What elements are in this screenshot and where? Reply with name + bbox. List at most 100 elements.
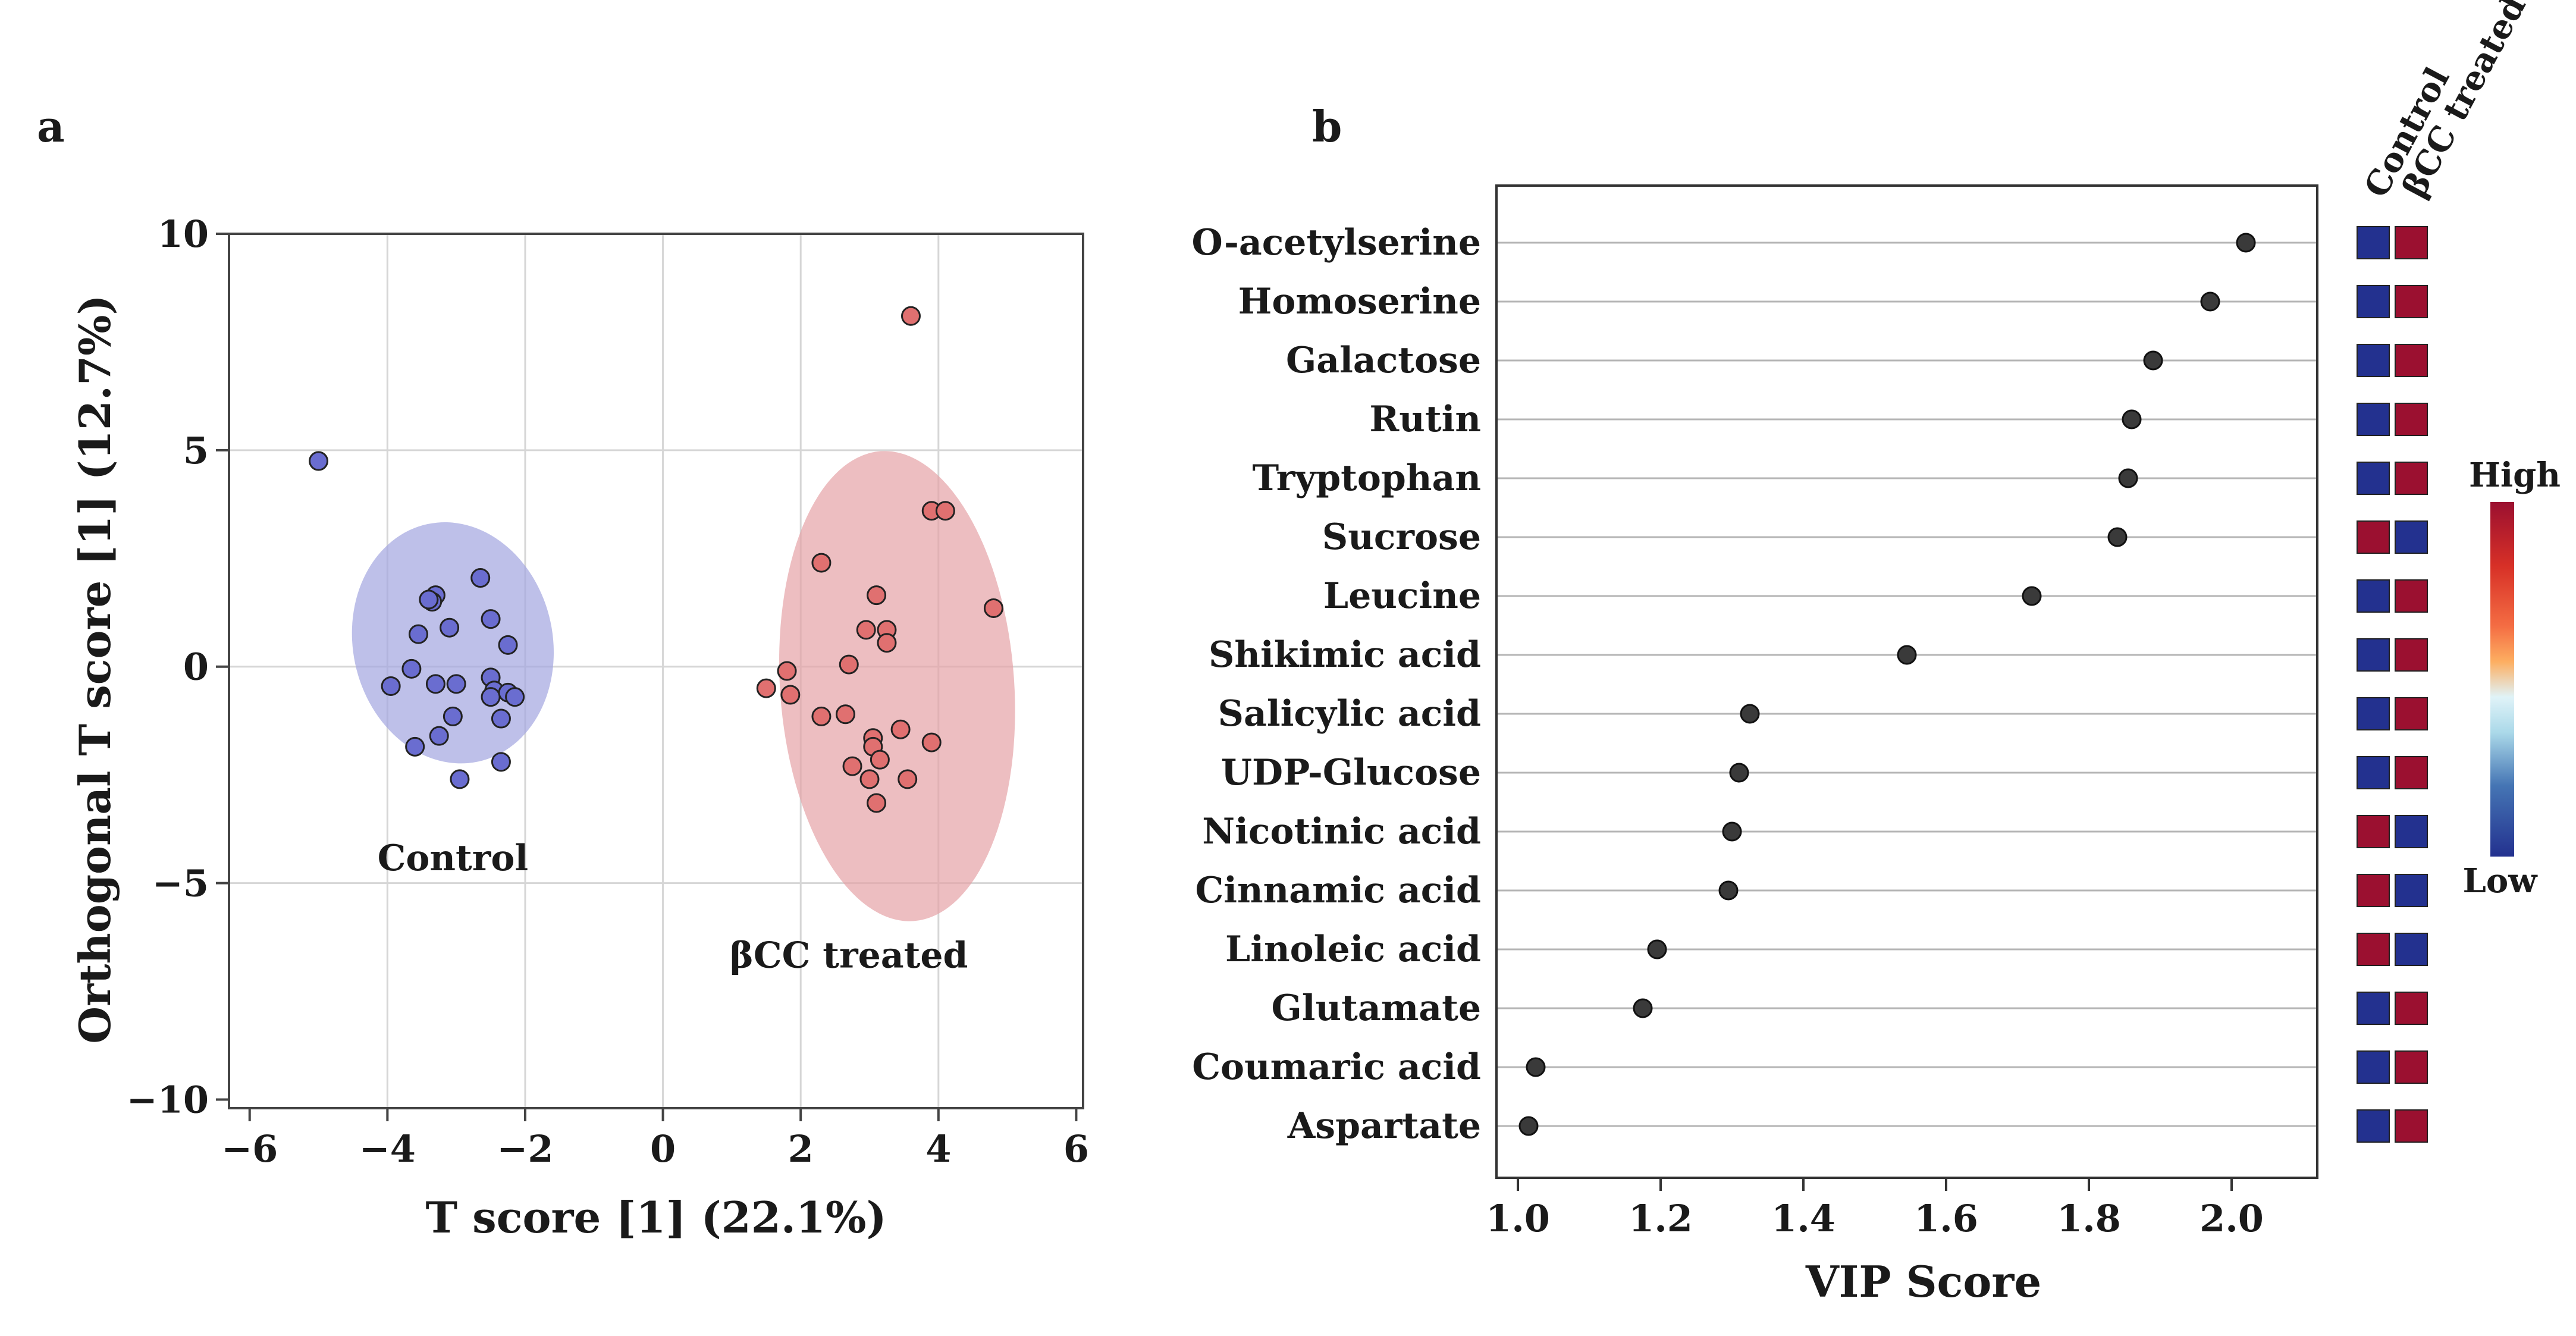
vip-plot-frame <box>1495 184 2318 1179</box>
metabolite-label: Galactose <box>1286 340 1481 381</box>
vip-point-cinnamic-acid <box>1718 880 1739 901</box>
metabolite-label: Salicylic acid <box>1218 693 1481 735</box>
vip-x-tick-label: 1.2 <box>1629 1197 1693 1240</box>
cc-treated-point <box>935 501 955 521</box>
heat-cell-cc-treated-cinnamic-acid <box>2395 874 2428 907</box>
metabolite-label: Homoserine <box>1238 281 1481 322</box>
vip-guide-lines <box>1496 242 2317 1127</box>
panel-b-letter: b <box>1312 101 1342 152</box>
cc-treated-point <box>983 598 1003 618</box>
heat-cell-cc-treated-o-acetylserine <box>2395 226 2428 259</box>
metabolite-label: Sucrose <box>1322 516 1481 558</box>
vip-point-aspartate <box>1518 1116 1539 1136</box>
heatmap-cells <box>2357 226 2428 1143</box>
heat-cell-cc-treated-coumaric-acid <box>2395 1050 2428 1084</box>
y-tick-label: −10 <box>127 1078 209 1121</box>
vip-ticks: 1.0 1.2 1.4 1.6 1.8 2.0 <box>1486 1178 2264 1240</box>
vip-point-nicotinic-acid <box>1722 821 1742 842</box>
heat-cell-control-sucrose <box>2357 520 2390 554</box>
control-point <box>446 674 466 694</box>
heat-cell-control-cinnamic-acid <box>2357 874 2390 907</box>
y-tick-label: 5 <box>183 429 209 472</box>
cc-treated-point <box>835 704 855 725</box>
metabolite-label: Tryptophan <box>1252 457 1481 499</box>
control-point <box>443 706 463 726</box>
control-point <box>491 752 511 772</box>
control-point <box>481 687 501 707</box>
x-tick-label: 4 <box>925 1127 951 1171</box>
cc-treated-point <box>856 620 876 640</box>
vip-point-linoleic-acid <box>1647 939 1667 959</box>
heat-cell-cc-treated-udp-glucose <box>2395 756 2428 789</box>
cc-treated-point <box>811 553 832 573</box>
y-tick-label: −5 <box>152 862 209 905</box>
heat-cell-control-leucine <box>2357 579 2390 613</box>
heat-cell-cc-treated-rutin <box>2395 403 2428 436</box>
y-tick-label: 10 <box>158 212 209 256</box>
metabolite-label: Rutin <box>1369 399 1481 440</box>
heat-cell-cc-treated-nicotinic-acid <box>2395 815 2428 848</box>
vip-x-tick-label: 2.0 <box>2200 1197 2264 1240</box>
heat-cell-control-salicylic-acid <box>2357 697 2390 730</box>
control-point <box>429 726 449 746</box>
x-tick-label: −6 <box>221 1127 278 1171</box>
heat-cell-control-glutamate <box>2357 992 2390 1025</box>
cc-treated-point <box>870 749 890 770</box>
heat-cell-cc-treated-tryptophan <box>2395 462 2428 495</box>
control-point <box>381 676 401 696</box>
vip-point-sucrose <box>2107 527 2128 547</box>
scatter-x-axis-title: T score [1] (22.1%) <box>425 1192 886 1243</box>
heat-cell-cc-treated-sucrose <box>2395 520 2428 554</box>
vip-point-o-acetylserine <box>2236 233 2256 253</box>
heat-cell-control-linoleic-acid <box>2357 933 2390 966</box>
vip-points <box>1518 233 2256 1136</box>
control-point <box>408 624 428 644</box>
x-tick-label: 0 <box>650 1127 676 1171</box>
heat-cell-control-nicotinic-acid <box>2357 815 2390 848</box>
vip-point-leucine <box>2022 586 2042 606</box>
vip-point-udp-glucose <box>1729 763 1749 783</box>
control-point <box>481 609 501 629</box>
cc-treated-point <box>842 756 862 776</box>
group-ellipses <box>352 451 1015 921</box>
cc-treated-confidence-ellipse <box>779 451 1015 921</box>
vip-x-tick-label: 1.6 <box>1914 1197 1978 1240</box>
metabolite-label: Nicotinic acid <box>1202 811 1481 852</box>
colorbar-legend: High Low <box>2463 456 2561 901</box>
metabolite-label: Coumaric acid <box>1192 1046 1481 1088</box>
vip-point-salicylic-acid <box>1740 704 1760 724</box>
heat-cell-cc-treated-leucine <box>2395 579 2428 613</box>
x-tick-label: 6 <box>1063 1127 1089 1171</box>
vip-point-galactose <box>2143 350 2163 371</box>
x-tick-label: −2 <box>497 1127 553 1171</box>
control-point <box>498 635 518 655</box>
control-point <box>419 589 439 610</box>
heat-cell-control-aspartate <box>2357 1109 2390 1143</box>
vip-x-tick-label: 1.0 <box>1486 1197 1550 1240</box>
metabolite-label: Shikimic acid <box>1209 634 1481 676</box>
control-confidence-ellipse <box>352 522 554 764</box>
cc-treated-point <box>839 654 859 675</box>
heat-cell-control-rutin <box>2357 403 2390 436</box>
cc-treated-point <box>780 685 801 705</box>
heat-cell-cc-treated-aspartate <box>2395 1109 2428 1143</box>
vip-point-homoserine <box>2200 291 2220 312</box>
heat-cell-cc-treated-linoleic-acid <box>2395 933 2428 966</box>
panel-a-letter: a <box>37 101 65 152</box>
vip-x-tick-label: 1.8 <box>2057 1197 2121 1240</box>
cc-treated-point <box>898 769 918 789</box>
vip-x-tick-label: 1.4 <box>1771 1197 1835 1240</box>
cc-treated-point <box>877 633 897 653</box>
heat-cell-control-galactose <box>2357 344 2390 377</box>
heat-cell-cc-treated-salicylic-acid <box>2395 697 2428 730</box>
scatter-group-labels: Control βCC treated <box>378 838 968 977</box>
scatter-plot-frame <box>228 233 1084 1109</box>
cc-treated-group-label: βCC treated <box>730 934 968 976</box>
heat-cell-control-homoserine <box>2357 285 2390 318</box>
vip-point-coumaric-acid <box>1526 1057 1546 1077</box>
scatter-y-axis-title: Orthogonal T score [1] (12.7%) <box>70 294 120 1043</box>
colorbar-high-label: High <box>2469 456 2561 495</box>
metabolite-label: Cinnamic acid <box>1195 870 1481 911</box>
cc-treated-point <box>756 678 776 698</box>
